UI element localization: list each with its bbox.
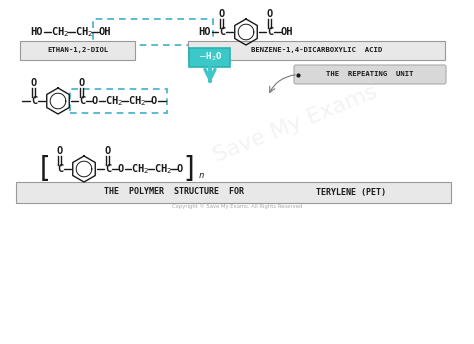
Text: O: O bbox=[79, 78, 85, 88]
Text: C: C bbox=[31, 96, 37, 106]
Text: CH$_2$: CH$_2$ bbox=[105, 94, 123, 108]
Text: THE  POLYMER  STRUCTURE  FOR: THE POLYMER STRUCTURE FOR bbox=[104, 187, 254, 196]
Text: BENZENE-1,4-DICARBOXYLIC  ACID: BENZENE-1,4-DICARBOXYLIC ACID bbox=[251, 47, 383, 53]
FancyBboxPatch shape bbox=[17, 182, 452, 203]
Text: O: O bbox=[118, 164, 124, 174]
FancyBboxPatch shape bbox=[294, 65, 446, 84]
Text: HO: HO bbox=[198, 27, 210, 37]
Text: C: C bbox=[57, 164, 63, 174]
FancyBboxPatch shape bbox=[189, 41, 446, 60]
Text: O: O bbox=[219, 9, 225, 19]
Text: $-$H$_2$O: $-$H$_2$O bbox=[198, 51, 222, 63]
Text: ]: ] bbox=[182, 155, 199, 183]
Text: [: [ bbox=[36, 155, 52, 183]
Text: OH: OH bbox=[99, 27, 111, 37]
Text: C: C bbox=[267, 27, 273, 37]
Text: C: C bbox=[105, 164, 111, 174]
Text: THE  REPEATING  UNIT: THE REPEATING UNIT bbox=[326, 72, 414, 77]
Text: n: n bbox=[199, 171, 204, 180]
Text: O: O bbox=[92, 96, 98, 106]
Text: CH$_2$: CH$_2$ bbox=[51, 25, 70, 39]
Text: C: C bbox=[219, 27, 225, 37]
Text: C: C bbox=[79, 96, 85, 106]
Text: Copyright © Save My Exams. All Rights Reserved: Copyright © Save My Exams. All Rights Re… bbox=[172, 203, 302, 209]
Text: Save My Exams: Save My Exams bbox=[210, 82, 380, 166]
Text: O: O bbox=[151, 96, 157, 106]
Text: HO: HO bbox=[30, 27, 43, 37]
Text: CH$_2$: CH$_2$ bbox=[75, 25, 93, 39]
Text: CH$_2$: CH$_2$ bbox=[131, 162, 149, 176]
Text: ETHAN-1,2-DIOL: ETHAN-1,2-DIOL bbox=[47, 47, 109, 53]
Text: O: O bbox=[105, 146, 111, 156]
Text: TERYLENE (PET): TERYLENE (PET) bbox=[316, 187, 386, 196]
Text: OH: OH bbox=[281, 27, 293, 37]
Text: O: O bbox=[177, 164, 183, 174]
Text: CH$_2$: CH$_2$ bbox=[154, 162, 173, 176]
Text: CH$_2$: CH$_2$ bbox=[128, 94, 146, 108]
Text: O: O bbox=[267, 9, 273, 19]
FancyBboxPatch shape bbox=[190, 47, 230, 66]
FancyBboxPatch shape bbox=[20, 41, 136, 60]
Text: O: O bbox=[31, 78, 37, 88]
Text: O: O bbox=[57, 146, 63, 156]
